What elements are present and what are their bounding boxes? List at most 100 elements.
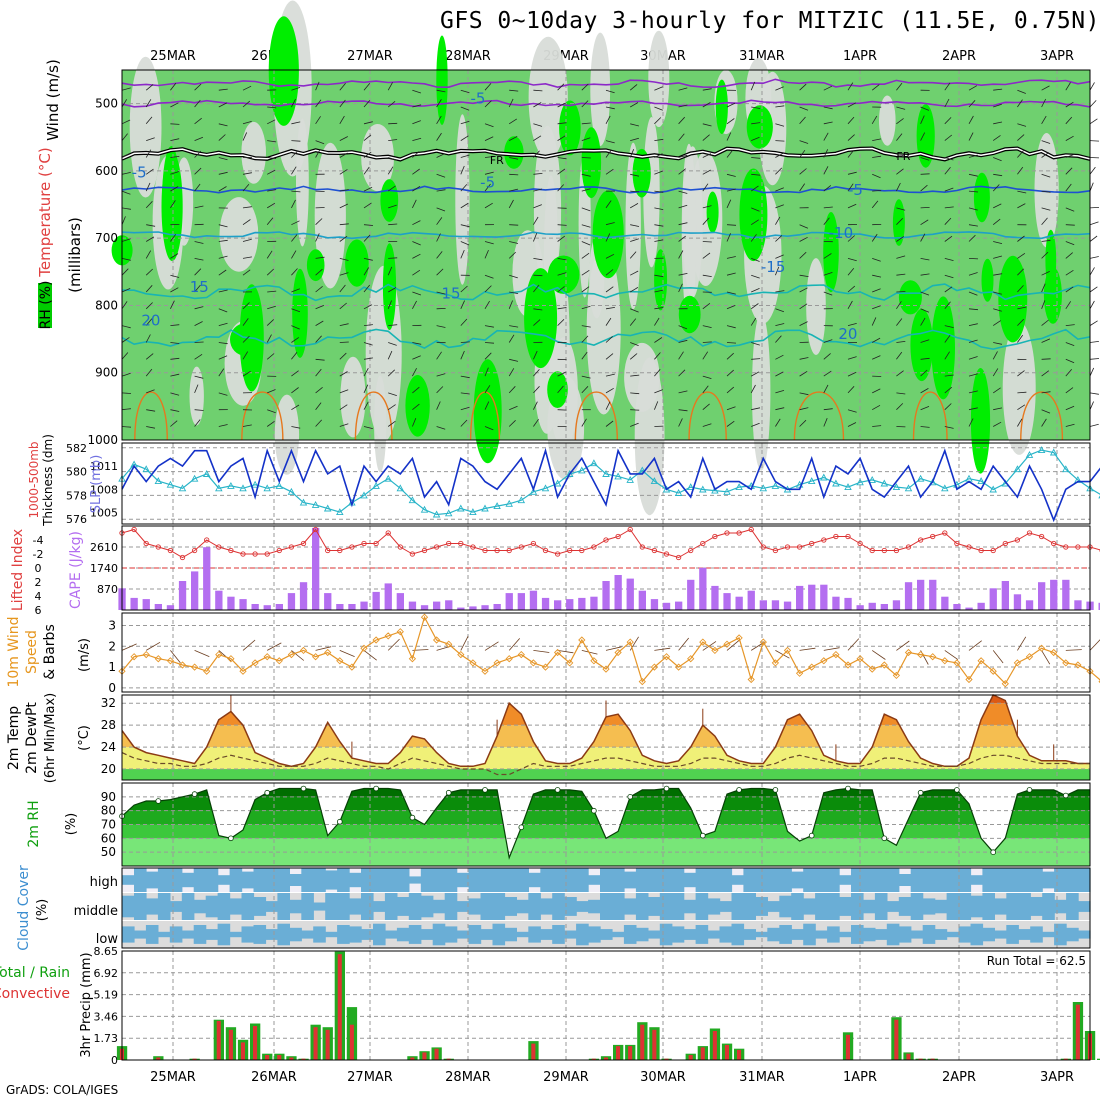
wind-barb — [629, 287, 639, 293]
wind-barb — [1089, 423, 1099, 427]
wind-barb — [799, 168, 807, 175]
wind-barb — [823, 384, 829, 394]
wind-barb — [630, 308, 639, 313]
rh-moist-region — [436, 35, 448, 125]
slp-tick-label: 1005 — [90, 506, 118, 519]
cloud-bar — [504, 927, 517, 942]
wind-barb — [993, 308, 1002, 312]
isotherm-label: -5 — [132, 164, 147, 182]
thickness-point — [444, 509, 453, 517]
cloud-bar — [934, 929, 948, 940]
wind-barb — [630, 342, 639, 346]
wind-speed-point — [626, 638, 634, 646]
wind-barb — [726, 272, 736, 276]
wind-barb — [339, 136, 348, 141]
wind-barb — [363, 342, 373, 346]
y-tick-label: 20 — [101, 762, 116, 776]
wind-barb — [291, 337, 300, 343]
wind-barb — [508, 420, 516, 427]
wind-barb — [315, 99, 322, 108]
thickness-point — [1013, 465, 1022, 473]
cloud-bar — [193, 899, 207, 914]
wind-barb — [605, 168, 614, 175]
wind-barb — [484, 367, 489, 377]
wind-speed-point — [614, 648, 622, 657]
wind-barb — [412, 220, 421, 226]
wind-barb — [1065, 342, 1075, 346]
wind-barb — [678, 168, 686, 175]
wind-barb — [218, 424, 228, 427]
li-point — [1051, 540, 1057, 547]
wind-barb — [242, 100, 251, 108]
wind-barb — [1041, 239, 1051, 242]
cloud-bar — [169, 868, 183, 892]
date-label-bottom: 26MAR — [251, 1070, 297, 1085]
cloud-bar — [1066, 927, 1079, 942]
wind-barb — [1041, 650, 1051, 665]
rh-moist-region — [898, 280, 922, 315]
rh-moist-region — [823, 212, 839, 293]
isotherm-label: -5 — [848, 181, 863, 199]
wind-barb — [315, 268, 323, 276]
cloud-bar — [468, 925, 482, 944]
wind-barb — [436, 99, 442, 108]
cloud-bar — [265, 929, 278, 940]
li-point — [312, 526, 319, 533]
rh-band — [122, 810, 1090, 825]
li-point — [651, 547, 658, 554]
y-tick-label: 800 — [95, 298, 118, 312]
wind-barb — [509, 325, 519, 328]
wind-barb — [992, 351, 998, 360]
wind-barb — [823, 185, 832, 192]
rh-point — [264, 789, 271, 796]
thickness-units-label: Thickness (dm) — [41, 434, 55, 527]
wind-barb — [557, 272, 567, 276]
cloud-bar — [516, 899, 529, 914]
wind-barb — [412, 120, 421, 125]
wind-barb — [726, 420, 735, 427]
date-label-top: 2APR — [942, 49, 976, 64]
wind-barb — [436, 153, 445, 158]
cloud-bar — [408, 893, 422, 920]
wind-speed-line — [121, 615, 1100, 685]
wind-barb — [194, 258, 204, 261]
wind-speed-point — [505, 655, 513, 663]
thickness-point — [323, 504, 332, 512]
wind-barb — [557, 168, 566, 175]
wind-barb — [871, 200, 879, 209]
wind-barb — [121, 258, 131, 261]
wind-barb — [944, 426, 954, 429]
wind-barb — [291, 387, 299, 394]
wind-speed-point — [904, 648, 913, 657]
wind-barb — [1089, 358, 1100, 360]
cloud-bar — [659, 923, 673, 946]
li-point — [361, 540, 367, 547]
wind-barb — [944, 650, 959, 660]
cloud-bar — [671, 926, 685, 943]
cloud-bar — [851, 893, 864, 920]
wind-barb — [1065, 423, 1075, 427]
wind-barb — [993, 407, 1003, 411]
wind-frame — [121, 612, 1091, 693]
wind-barb — [750, 81, 756, 91]
wind-barb — [605, 420, 614, 427]
wind-barb — [968, 407, 978, 411]
y-tick-label: 1000 — [87, 433, 118, 447]
cloud-bar — [349, 898, 362, 915]
wind-barb — [1041, 152, 1050, 158]
thickness-point — [202, 470, 211, 477]
thickness-point — [384, 474, 392, 482]
wind-barb — [412, 386, 420, 394]
rh-moist-region — [345, 239, 369, 287]
wind-barb — [630, 409, 640, 411]
wind-barb — [266, 334, 272, 343]
wind-barb — [533, 150, 540, 158]
freezing-level-inner — [121, 147, 1091, 161]
cloud-bar — [492, 893, 506, 920]
cloud-bar — [384, 868, 398, 892]
wind-barb — [605, 373, 615, 377]
cape-bar — [1098, 602, 1100, 610]
thickness-point — [529, 487, 538, 495]
wind-barb — [315, 140, 325, 145]
